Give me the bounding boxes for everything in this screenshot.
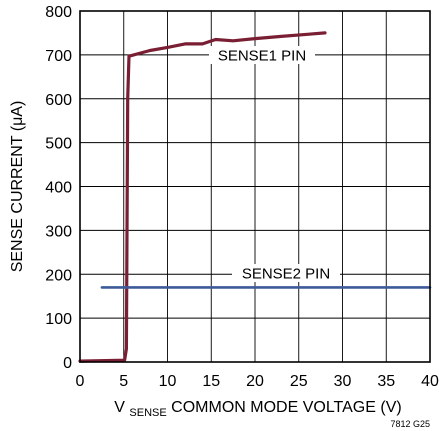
x-tick-label: 15	[202, 373, 220, 390]
y-tick-label: 600	[45, 92, 72, 109]
x-tick-label: 5	[119, 373, 128, 390]
x-tick-label: 30	[334, 373, 352, 390]
x-tick-label: 0	[76, 373, 85, 390]
x-axis-title-subscript: SENSE	[129, 407, 166, 419]
y-tick-labels: 0 100 200 300 400 500 600 700 800	[45, 4, 72, 372]
series-label-bg	[232, 264, 340, 282]
x-tick-label: 40	[421, 373, 439, 390]
series-layer	[78, 31, 432, 363]
y-tick-label: 500	[45, 136, 72, 153]
x-tick-label: 20	[246, 373, 264, 390]
y-axis-title: SENSE CURRENT (μA)	[9, 101, 26, 273]
series-label-1: SENSE1 PIN	[218, 48, 306, 65]
series-line-1	[78, 31, 327, 363]
y-tick-label: 400	[45, 180, 72, 197]
x-tick-label: 35	[377, 373, 395, 390]
y-tick-label: 300	[45, 223, 72, 240]
plot-frame	[79, 10, 431, 363]
y-tick-label: 200	[45, 267, 72, 284]
figure-code: 7812 G25	[390, 419, 430, 429]
x-tick-label: 25	[290, 373, 308, 390]
y-tick-label: 700	[45, 48, 72, 65]
x-tick-labels: 0 5 10 15 20 25 30 35 40	[76, 373, 439, 390]
y-tick-label: 100	[45, 311, 72, 328]
x-tick-label: 10	[159, 373, 177, 390]
x-axis-title: V SENSE COMMON MODE VOLTAGE (V)	[114, 399, 401, 420]
x-axis-title-rest: COMMON MODE VOLTAGE (V)	[171, 399, 402, 416]
x-axis-title-main: V	[114, 399, 125, 416]
y-tick-label: 0	[63, 355, 72, 372]
series-labels: SENSE1 PIN SENSE2 PIN	[209, 46, 340, 283]
series-label-2: SENSE2 PIN	[242, 266, 330, 283]
series-label-bg	[209, 46, 315, 64]
y-tick-label: 800	[45, 4, 72, 21]
